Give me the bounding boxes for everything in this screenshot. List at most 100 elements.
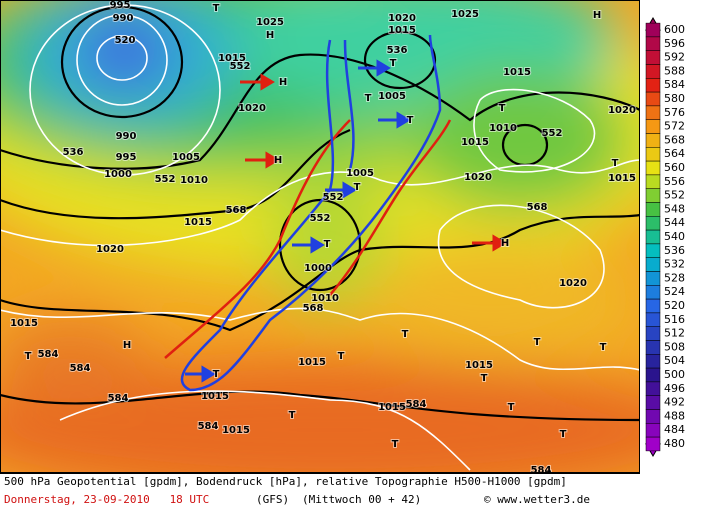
colorbar-label: 544 [664, 216, 685, 229]
colorbar-swatch [645, 243, 661, 258]
map-label: 1015 [461, 137, 489, 148]
colorbar-swatch [645, 395, 661, 410]
map-label: 995 [110, 0, 131, 11]
colorbar-swatch [645, 119, 661, 134]
map-label: H [274, 155, 282, 166]
map-label: 1015 [465, 360, 493, 371]
colorbar-swatch [645, 257, 661, 272]
colorbar-label: 564 [664, 147, 685, 160]
footer-model: (GFS) [256, 493, 289, 506]
colorbar-label: 484 [664, 423, 685, 436]
colorbar-swatch [645, 298, 661, 314]
colorbar-label: 480 [664, 437, 685, 450]
map-label: H [266, 30, 274, 41]
map-label: 520 [115, 35, 136, 46]
colorbar-swatch [645, 409, 661, 424]
map-label: T [324, 239, 331, 250]
colorbar: 6005965925885845805765725685645605565525… [645, 17, 685, 457]
map-label: 1010 [311, 293, 339, 304]
map-label: T [402, 329, 409, 340]
colorbar-label: 548 [664, 202, 685, 215]
colorbar-swatch [645, 22, 661, 38]
map-label: 568 [303, 303, 324, 314]
footer-date: Donnerstag, 23-09-2010 18 UTC [4, 493, 209, 506]
map-label: 552 [230, 61, 251, 72]
colorbar-label: 584 [664, 78, 685, 91]
map-label: T [499, 103, 506, 114]
map-label: 1020 [96, 244, 124, 255]
colorbar-label: 572 [664, 120, 685, 133]
map-label: T [390, 58, 397, 69]
colorbar-label: 524 [664, 285, 685, 298]
map-label: 1005 [346, 168, 374, 179]
map-label: 568 [226, 205, 247, 216]
map-label: T [338, 351, 345, 362]
colorbar-label: 552 [664, 189, 685, 202]
colorbar-label: 596 [664, 37, 685, 50]
map-label: 552 [310, 213, 331, 224]
map-label: 1020 [464, 172, 492, 183]
map-label: 552 [155, 174, 176, 185]
colorbar-label: 504 [664, 354, 685, 367]
map-label: 1020 [608, 105, 636, 116]
colorbar-label: 512 [664, 327, 685, 340]
map-label: 1015 [218, 53, 246, 64]
map-label: 584 [198, 421, 219, 432]
map-label: 1015 [201, 391, 229, 402]
map-label: 1005 [172, 152, 200, 163]
colorbar-swatch [645, 78, 661, 93]
map-label: T [600, 342, 607, 353]
colorbar-swatch [645, 91, 661, 107]
colorbar-swatch [645, 436, 661, 452]
colorbar-swatch [645, 64, 661, 79]
colorbar-swatch [645, 312, 661, 327]
colorbar-swatch [645, 105, 661, 120]
footer-run: (Mittwoch 00 + 42) [302, 493, 421, 506]
colorbar-swatch [645, 381, 661, 396]
map-label: 536 [387, 45, 408, 56]
colorbar-swatch [645, 326, 661, 341]
colorbar-label: 540 [664, 230, 685, 243]
map-label: 1000 [104, 169, 132, 180]
colorbar-swatch [645, 174, 661, 189]
colorbar-swatch [645, 354, 661, 369]
map-label: 1020 [388, 13, 416, 24]
map-label: T [508, 402, 515, 413]
colorbar-label: 516 [664, 313, 685, 326]
map-label: T [392, 439, 399, 450]
colorbar-swatch [645, 216, 661, 231]
map-labels: 995 990 520 T H 1025 1020 1025 H 536 101… [9, 0, 637, 473]
map-label: T [365, 93, 372, 104]
map-label: H [279, 77, 287, 88]
colorbar-swatch [645, 50, 661, 65]
footer-credit: © www.wetter3.de [484, 493, 590, 506]
colorbar-label: 532 [664, 258, 685, 271]
map-label: H [593, 10, 601, 21]
map-label: 1005 [378, 91, 406, 102]
map-label: 1015 [503, 67, 531, 78]
colorbar-label: 560 [664, 161, 685, 174]
map-label: H [123, 340, 131, 351]
map-label: 1020 [559, 278, 587, 289]
colorbar-label: 500 [664, 368, 685, 381]
footer-description: 500 hPa Geopotential [gpdm], Bodendruck … [4, 475, 567, 488]
map-frame [0, 0, 640, 473]
colorbar-label: 536 [664, 244, 685, 257]
map-label: 584 [70, 363, 91, 374]
map-area: 995 990 520 T H 1025 1020 1025 H 536 101… [0, 0, 640, 473]
map-label: 1015 [378, 402, 406, 413]
map-label: 1000 [304, 263, 332, 274]
colorbar-swatch [645, 367, 661, 383]
colorbar-swatch [645, 229, 661, 245]
colorbar-swatch [645, 285, 661, 300]
colorbar-label: 600 [664, 23, 685, 36]
map-label: 1015 [298, 357, 326, 368]
colorbar-swatch [645, 160, 661, 176]
colorbar-label: 496 [664, 382, 685, 395]
map-label: 1025 [451, 9, 479, 20]
colorbar-label: 592 [664, 51, 685, 64]
map-label: 990 [116, 131, 137, 142]
colorbar-swatch [645, 340, 661, 355]
